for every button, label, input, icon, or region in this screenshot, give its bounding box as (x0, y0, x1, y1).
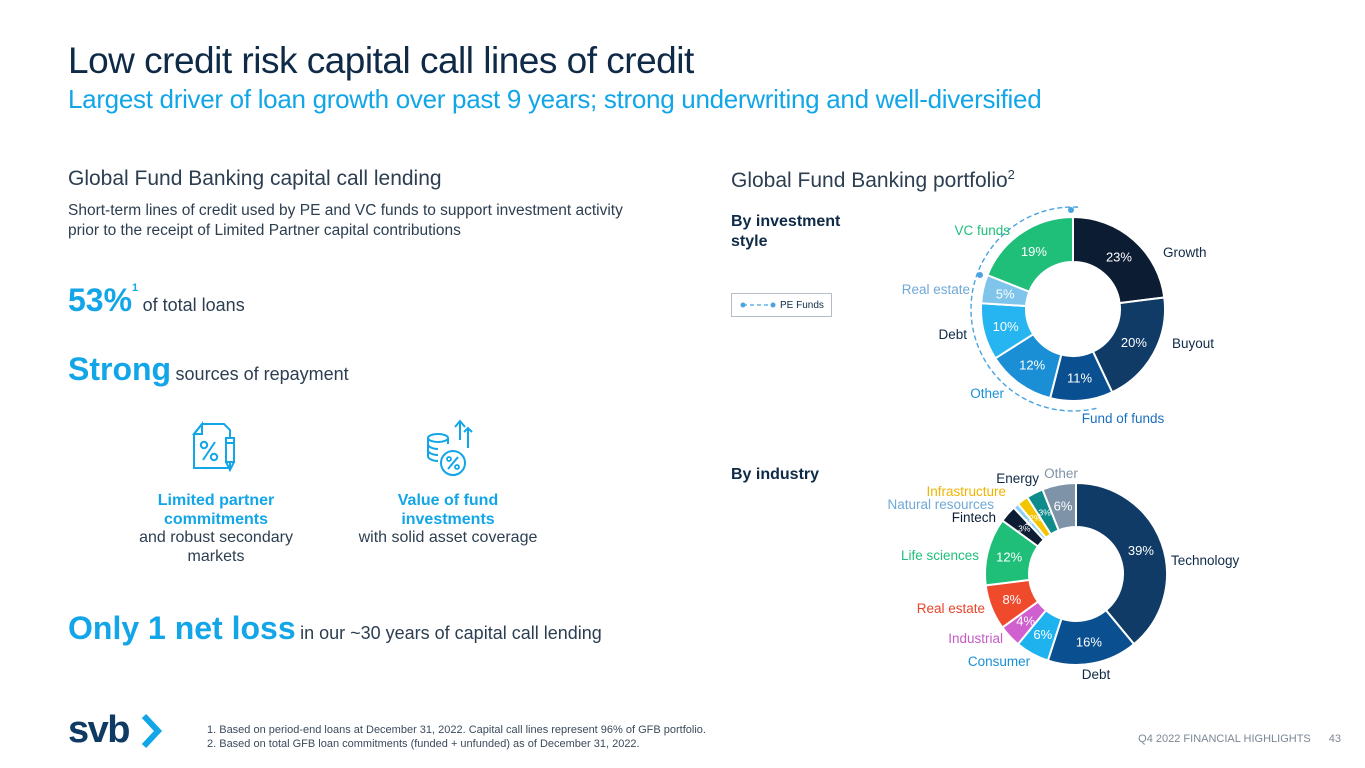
stat-loans-text: of total loans (142, 295, 245, 315)
stat-repayment: Strong sources of repayment (68, 351, 349, 388)
stat-loans-value: 53% (68, 282, 133, 318)
slice-label-real-estate: 8% (1002, 592, 1021, 607)
right-section-heading-text: Global Fund Banking portfolio (731, 169, 1008, 192)
page-number: 43 (1328, 733, 1341, 745)
stat-loans: 53%1 of total loans (68, 282, 245, 319)
category-label-real-estate: Real estate (902, 282, 970, 297)
legend-dashed-line-icon (740, 302, 776, 308)
investment-style-donut-chart: 23% Growth 20% Buyout 11% Fund of funds 12% Oth… (902, 206, 1214, 426)
slice-label-fund-of-funds: 11% (1067, 371, 1092, 386)
slice-label-vc-funds: 19% (1021, 244, 1047, 259)
left-section-description: Short-term lines of credit used by PE an… (68, 202, 623, 239)
page-title: Low credit risk capital call lines of cr… (68, 40, 694, 81)
slice-label-debt: 16% (1076, 634, 1102, 649)
slice-vc-funds (986, 215, 1074, 293)
pe-funds-arc-end-marker (977, 272, 983, 278)
stat-net-loss-text: in our ~30 years of capital call lending (300, 623, 602, 643)
footnote-1: 1. Based on period-end loans at December… (207, 724, 706, 736)
footnote-2: 2. Based on total GFB loan commitments (… (207, 738, 640, 750)
category-label-industrial: Industrial (948, 631, 1003, 646)
slice-label-energy: 3% (1039, 508, 1052, 518)
slice-label-buyout: 20% (1121, 335, 1147, 350)
lp-commitments-normal: and robust secondary markets (139, 529, 293, 565)
industry-donut-chart: 39%Technology16%Debt6%Consumer4%Industri… (887, 466, 1240, 682)
right-section-heading-footnote: 2 (1007, 167, 1015, 182)
category-label-fintech: Fintech (952, 510, 996, 525)
slice-label-consumer: 6% (1033, 627, 1052, 642)
lp-commitments-bold: Limited partner commitments (157, 492, 275, 528)
category-label-vc-funds: VC funds (954, 223, 1010, 238)
slice-label-real-estate: 5% (996, 286, 1015, 301)
slice-label-growth: 23% (1106, 249, 1132, 264)
footer: Q4 2022 FINANCIAL HIGHLIGHTS 43 (1138, 733, 1341, 745)
category-label-debt: Debt (1082, 667, 1111, 682)
category-label-debt: Debt (938, 327, 967, 342)
fund-value-bold: Value of fund investments (397, 492, 499, 528)
lp-commitments-caption: Limited partner commitments and robust s… (126, 492, 306, 566)
stat-loans-footnote: 1 (132, 282, 139, 294)
fund-value-caption: Value of fund investments with solid ass… (358, 492, 538, 548)
slice-label-natural-resources: 1% (1024, 517, 1037, 527)
category-label-technology: Technology (1171, 553, 1240, 568)
category-label-infrastructure: Infrastructure (926, 484, 1006, 499)
slice-growth (1072, 215, 1166, 305)
category-label-life-sciences: Life sciences (901, 548, 979, 563)
pe-funds-dashed-arc (970, 206, 1099, 412)
category-label-real-estate: Real estate (917, 601, 985, 616)
coins-percent-growth-icon (427, 419, 473, 476)
footer-text: Q4 2022 FINANCIAL HIGHLIGHTS (1138, 733, 1311, 745)
document-percent-icon (191, 421, 235, 473)
category-label-other: Other (1044, 466, 1078, 481)
logo-wordmark: svb (68, 710, 129, 751)
slice-label-other: 12% (1019, 358, 1045, 373)
slice-label-fintech: 3% (1018, 523, 1031, 533)
stat-net-loss: Only 1 net loss in our ~30 years of capi… (68, 610, 602, 647)
slice-other (1041, 481, 1077, 532)
slice-label-technology: 39% (1128, 543, 1154, 558)
page-subtitle: Largest driver of loan growth over past … (68, 84, 1042, 114)
stat-repayment-value: Strong (68, 351, 172, 387)
right-section-heading: Global Fund Banking portfolio2 (731, 167, 1015, 193)
legend-label: PE Funds (780, 299, 824, 311)
slice-label-industrial: 4% (1016, 614, 1035, 629)
slice-label-life-sciences: 12% (996, 549, 1022, 564)
left-section-heading: Global Fund Banking capital call lending (68, 167, 442, 190)
category-label-energy: Energy (996, 471, 1039, 486)
category-label-growth: Growth (1163, 245, 1207, 260)
svb-logo: svb (68, 709, 168, 757)
slice-label-infrastructure: 2% (1029, 513, 1042, 523)
category-label-fund-of-funds: Fund of funds (1082, 411, 1165, 426)
category-label-natural-resources: Natural resources (887, 497, 994, 512)
slice-label-other: 6% (1054, 499, 1073, 514)
by-industry-label: By industry (731, 466, 820, 483)
chart-legend: PE Funds (731, 293, 832, 317)
pe-funds-arc-start-marker (1068, 207, 1074, 213)
category-label-other: Other (970, 386, 1004, 401)
by-investment-style-label: By investment style (731, 213, 841, 250)
stat-net-loss-value: Only 1 net loss (68, 610, 296, 646)
stat-repayment-text: sources of repayment (175, 364, 349, 384)
category-label-consumer: Consumer (968, 654, 1031, 669)
slice-technology (1075, 481, 1168, 646)
fund-value-normal: with solid asset coverage (358, 529, 538, 546)
slice-label-debt: 10% (993, 319, 1019, 334)
category-label-buyout: Buyout (1172, 336, 1214, 351)
